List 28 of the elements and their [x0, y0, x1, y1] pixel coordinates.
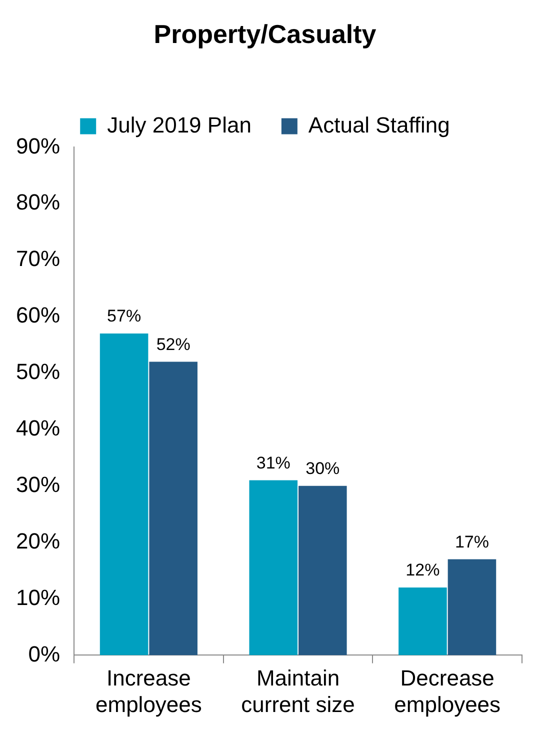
y-tick-label: 80% — [16, 190, 60, 215]
y-tick-label: 70% — [16, 246, 60, 272]
y-tick-label: 60% — [16, 302, 60, 328]
bar — [398, 587, 447, 656]
y-tick-label: 90% — [16, 133, 60, 158]
bar — [149, 362, 198, 656]
y-tick-label: 0% — [28, 641, 60, 666]
bar — [249, 480, 298, 656]
x-tick-label: Maintain current size — [241, 665, 355, 717]
bar — [448, 559, 496, 656]
y-tick-label: 50% — [16, 359, 60, 384]
text: 52% — [156, 334, 190, 354]
text: 57% — [107, 306, 142, 326]
x-tick-label: Decrease employees — [394, 665, 501, 717]
chart-title: Property/Casualty — [154, 18, 377, 49]
legend-label: Actual Staffing — [308, 112, 450, 138]
y-tick-label: 10% — [16, 584, 60, 610]
y-tick-label: 20% — [16, 528, 60, 554]
text: 30% — [306, 459, 340, 478]
text: 12% — [406, 560, 440, 580]
text: 31% — [256, 453, 290, 472]
y-tick-label: 40% — [16, 415, 60, 440]
legend-label: July 2019 Plan — [107, 112, 252, 138]
bar — [100, 333, 148, 656]
y-tick-label: 30% — [16, 472, 60, 497]
x-tick-label: Increase employees — [96, 665, 202, 717]
bar — [298, 486, 347, 656]
text: 17% — [454, 532, 489, 552]
